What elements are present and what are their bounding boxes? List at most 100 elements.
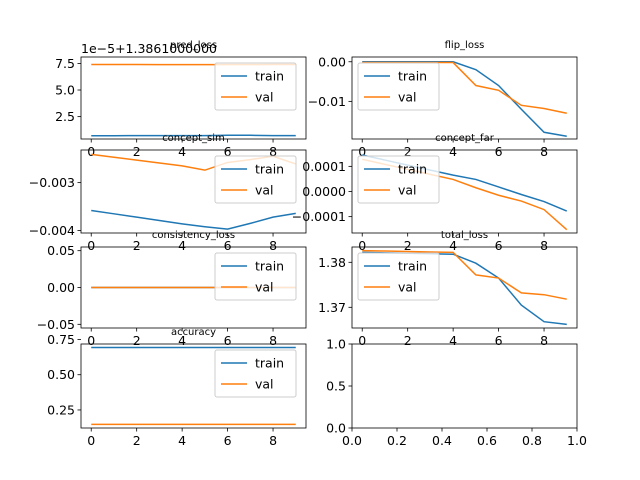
x-tick-label: 2 (133, 333, 141, 348)
y-tick-label: 0.05 (47, 243, 75, 258)
x-tick-label: 8 (269, 433, 277, 448)
x-tick-label: 8 (540, 238, 548, 253)
y-tick-label: 0.25 (47, 402, 75, 417)
x-tick-label: 0.0 (342, 433, 362, 448)
y-tick-label: 5.0 (55, 83, 75, 98)
subplot-accuracy: 0 2 4 6 8 0.25 0.50 0.75 accuracy train val (47, 327, 307, 448)
x-tick-label: 6 (224, 333, 232, 348)
legend-label-val: val (255, 90, 274, 105)
legend-label-val: val (255, 377, 274, 392)
axis-offset-text: 1e−5+1.3861000000 (81, 41, 217, 56)
axes-frame (351, 246, 578, 329)
legend-label-train: train (255, 162, 284, 177)
x-tick-label: 4 (178, 433, 186, 448)
x-tick-label: 4 (178, 238, 186, 253)
subplot-pred-loss: 0 2 4 6 8 2.5 5.0 7.5 pred_loss1e−5+1.3861000000… (55, 40, 307, 159)
legend-box (214, 252, 297, 301)
y-tick-label: 0.00 (318, 54, 346, 69)
legend: train val (357, 62, 440, 111)
subplot-title: accuracy (171, 327, 216, 338)
x-tick-label: 1.0 (567, 433, 587, 448)
x-tick-label: 0.2 (387, 433, 407, 448)
x-tick-label: 4 (449, 238, 457, 253)
axes-frame (351, 56, 578, 140)
axes-frame (80, 56, 307, 140)
subplot-title: flip_loss (445, 40, 485, 51)
series-line-val (362, 249, 567, 300)
legend-label-val: val (255, 280, 274, 295)
y-tick-label: 0.0001 (302, 159, 346, 174)
y-tick-label: 0.5 (326, 379, 346, 394)
x-tick-label: 0 (87, 144, 95, 159)
subplot-title: concept_far (435, 133, 495, 144)
y-tick-label: −0.0001 (292, 209, 346, 224)
x-tick-label: 0 (87, 238, 95, 253)
legend-label-val: val (398, 183, 417, 198)
y-tick-label: 1.38 (318, 255, 346, 270)
y-tick-label: 0.0 (326, 421, 346, 436)
x-tick-label: 0 (358, 238, 366, 253)
x-tick-label: 6 (224, 238, 232, 253)
x-tick-label: 4 (449, 333, 457, 348)
y-tick-label: 0.50 (47, 367, 75, 382)
x-tick-label: 0 (358, 333, 366, 348)
x-tick-label: 8 (269, 333, 277, 348)
subplot-title: concept_sim (162, 133, 225, 144)
legend-label-train: train (398, 69, 427, 84)
legend-label-train: train (398, 162, 427, 177)
legend-box (214, 62, 297, 111)
series-line-train (91, 134, 296, 137)
y-tick-label: 2.5 (55, 109, 75, 124)
y-tick-label: 1.37 (318, 300, 346, 315)
legend-box (214, 155, 297, 204)
legend-box (357, 252, 440, 301)
legend-box (357, 62, 440, 111)
y-tick-label: 0.00 (47, 280, 75, 295)
series-line-train (362, 61, 567, 137)
x-tick-label: 8 (540, 333, 548, 348)
legend: train val (214, 62, 297, 111)
x-tick-label: 8 (269, 144, 277, 159)
axes-frame (351, 343, 578, 429)
x-tick-label: 8 (269, 238, 277, 253)
y-tick-label: 0.0000 (302, 184, 346, 199)
subplot-title: pred_loss (170, 40, 217, 51)
x-tick-label: 0.8 (522, 433, 542, 448)
legend-label-val: val (255, 183, 274, 198)
x-tick-label: 0 (87, 333, 95, 348)
x-tick-label: 6 (495, 333, 503, 348)
y-tick-label: 0.75 (47, 332, 75, 347)
y-tick-label: 7.5 (55, 56, 75, 71)
x-tick-label: 6 (224, 433, 232, 448)
x-tick-label: 2 (133, 238, 141, 253)
subplot-title: total_loss (441, 230, 488, 241)
legend-box (357, 155, 440, 204)
legend-label-val: val (398, 280, 417, 295)
y-tick-label: −0.004 (29, 223, 75, 238)
x-tick-label: 0 (358, 144, 366, 159)
subplot-concept-far: 0 2 4 6 8 −0.0001 0.0000 0.0001 concept_fartrain… (292, 133, 578, 253)
legend: train val (214, 155, 297, 204)
legend-label-train: train (255, 69, 284, 84)
y-tick-label: −0.01 (308, 94, 346, 109)
x-tick-label: 4 (178, 333, 186, 348)
axes-frame (80, 343, 307, 429)
legend-box (214, 349, 297, 398)
x-tick-label: 4 (178, 144, 186, 159)
x-tick-label: 0.4 (432, 433, 452, 448)
x-tick-label: 8 (540, 144, 548, 159)
subplot-title: consistency_loss (152, 230, 235, 241)
legend: train val (357, 252, 440, 301)
subplot-empty: 0.0 0.2 0.4 0.6 0.8 1.0 0.0 0.5 1.0 (326, 337, 587, 449)
x-tick-label: 2 (133, 144, 141, 159)
x-tick-label: 6 (495, 238, 503, 253)
x-tick-label: 2 (404, 333, 412, 348)
legend: train val (214, 349, 297, 398)
legend-label-train: train (255, 356, 284, 371)
x-tick-label: 6 (495, 144, 503, 159)
